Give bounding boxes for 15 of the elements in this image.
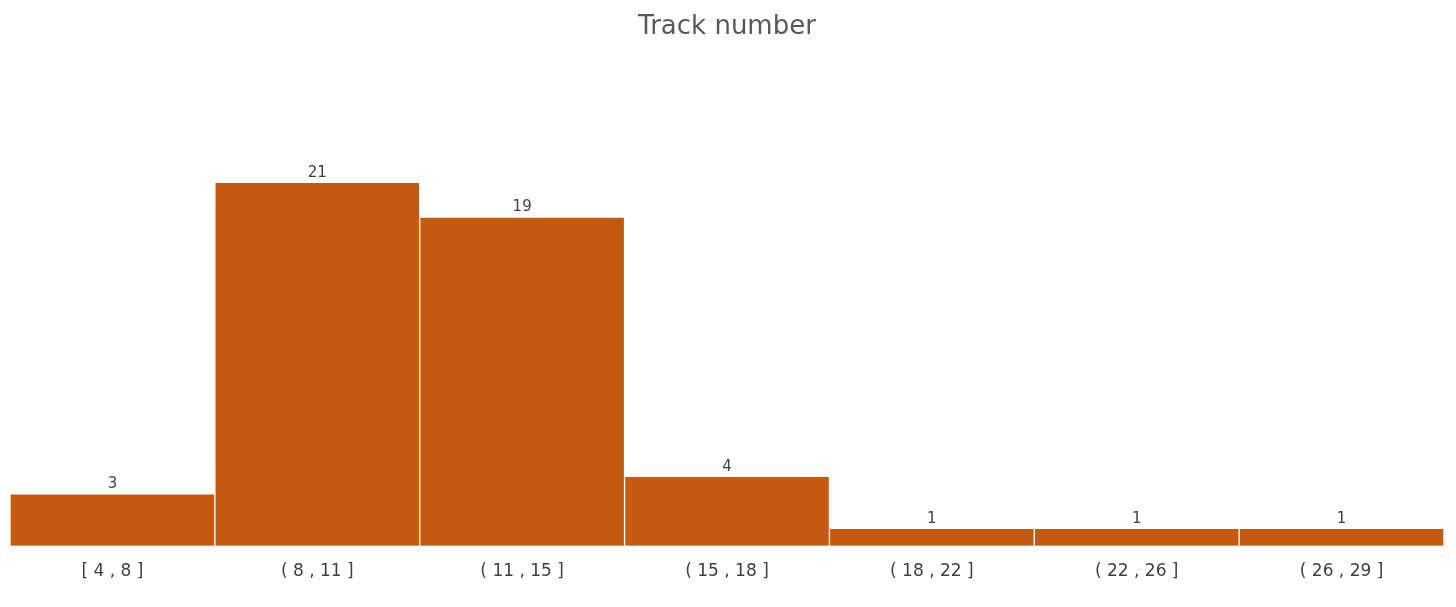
data-label: 1 xyxy=(1336,508,1347,527)
data-label: 3 xyxy=(107,474,118,493)
data-label: 1 xyxy=(1131,508,1142,527)
data-label: 19 xyxy=(512,197,532,216)
x-tick-label: [ 4 , 8 ] xyxy=(81,560,144,581)
x-tick-label: ( 26 , 29 ] xyxy=(1299,560,1384,581)
data-label: 1 xyxy=(927,508,937,527)
x-tick-label: ( 15 , 18 ] xyxy=(685,560,769,581)
x-tick-label: ( 22 , 26 ] xyxy=(1094,560,1179,581)
chart-title: Track number xyxy=(637,10,817,41)
x-tick-label: ( 11 , 15 ] xyxy=(480,560,564,581)
x-tick-label: ( 8 , 11 ] xyxy=(280,560,354,581)
x-tick-label: ( 18 , 22 ] xyxy=(890,560,974,581)
data-label: 4 xyxy=(722,456,732,475)
data-label: 21 xyxy=(307,162,327,181)
